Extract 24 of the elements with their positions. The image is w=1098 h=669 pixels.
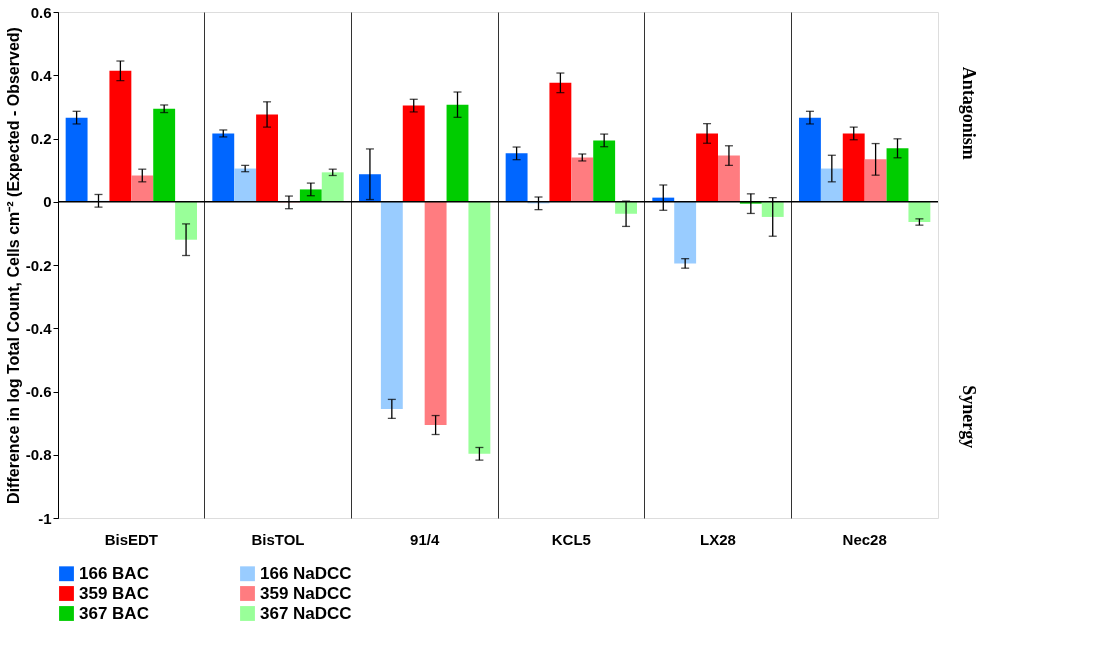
y-tick-label: 0.4 <box>30 66 53 84</box>
y-axis-title: Difference in log Total Count, Cells cm⁻² (Expected - Observed) <box>4 27 22 504</box>
legend-label: 367 NaDCC <box>260 603 352 623</box>
y-tick-label: 0 <box>43 193 52 211</box>
x-tick-label: BisTOL <box>251 530 305 548</box>
y-tick-label: -0.4 <box>25 319 53 337</box>
y-tick-label: 0.2 <box>30 130 52 147</box>
x-tick-label: LX28 <box>700 530 736 548</box>
text: Synergy <box>959 385 979 449</box>
y-tick-label: -0.6 <box>25 383 52 400</box>
text: Antagonism <box>959 66 979 160</box>
y-tick-label: -0.8 <box>25 446 52 464</box>
y-tick-label: -0.2 <box>25 256 52 274</box>
x-tick-label: Nec28 <box>842 530 887 548</box>
y-tick-label: 0.6 <box>30 3 52 21</box>
legend-label: 166 BAC <box>79 563 149 583</box>
legend-label: 166 NaDCC <box>260 563 352 583</box>
x-tick-label: BisEDT <box>104 530 159 548</box>
x-tick-label: KCL5 <box>551 530 591 548</box>
y-tick-label: -1 <box>38 509 52 527</box>
legend-label: 359 NaDCC <box>260 583 352 603</box>
legend-label: 359 BAC <box>79 583 149 603</box>
legend-label: 367 BAC <box>79 603 149 623</box>
x-tick-label: 91/4 <box>410 530 440 548</box>
